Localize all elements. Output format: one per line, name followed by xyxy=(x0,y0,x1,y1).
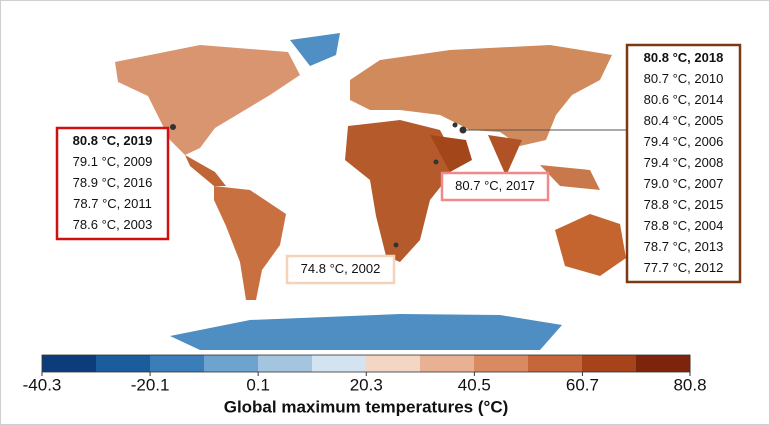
annotation-box xyxy=(285,254,396,285)
site-marker xyxy=(393,242,399,248)
colorbar-segment xyxy=(42,355,97,372)
colorbar-tick-label: 40.5 xyxy=(458,375,491,394)
annotation-text: 80.8 °C, 2019 xyxy=(73,133,153,148)
north-america xyxy=(115,45,300,155)
antarctica xyxy=(170,314,562,350)
colorbar-tick-label: 80.8 xyxy=(673,375,706,394)
colorbar-segment xyxy=(366,355,421,372)
colorbar-segment xyxy=(528,355,583,372)
india xyxy=(488,135,522,176)
greenland xyxy=(290,33,340,66)
colorbar-segment xyxy=(636,355,691,372)
annotation-text: 80.7 °C, 2010 xyxy=(644,71,724,86)
annotation-text: 78.7 °C, 2011 xyxy=(73,196,152,211)
australia xyxy=(555,214,626,276)
annotation-text: 78.9 °C, 2016 xyxy=(73,175,153,190)
annotation-text: 80.4 °C, 2005 xyxy=(644,113,724,128)
southeast-asia xyxy=(540,165,600,190)
annotation-text: 79.4 °C, 2006 xyxy=(644,134,724,149)
south-america xyxy=(214,186,286,300)
colorbar-segment xyxy=(150,355,205,372)
colorbar-tick-label: 0.1 xyxy=(246,375,270,394)
annotation-box xyxy=(625,43,742,284)
site-marker xyxy=(170,124,176,130)
annotation-box xyxy=(440,171,550,202)
colorbar-segment xyxy=(582,355,637,372)
colorbar-tick-label: 20.3 xyxy=(350,375,383,394)
colorbar-tick-label: 60.7 xyxy=(566,375,599,394)
annotation-text: 77.7 °C, 2012 xyxy=(644,260,724,275)
annotation-text: 80.7 °C, 2017 xyxy=(455,178,535,193)
annotation-text: 78.7 °C, 2013 xyxy=(644,239,724,254)
central-america xyxy=(185,155,226,186)
colorbar-title: Global maximum temperatures (°C) xyxy=(224,397,509,416)
annotation-text: 80.8 °C, 2018 xyxy=(644,50,724,65)
annotation-text: 78.8 °C, 2015 xyxy=(644,197,724,212)
colorbar-segment xyxy=(258,355,313,372)
colorbar-segment xyxy=(204,355,259,372)
annotation-box xyxy=(55,126,170,241)
eurasia xyxy=(350,45,612,146)
colorbar-tick-label: -40.3 xyxy=(23,375,62,394)
annotation-text: 79.4 °C, 2008 xyxy=(644,155,724,170)
colorbar-segment xyxy=(474,355,529,372)
africa xyxy=(345,120,456,262)
colorbar-segment xyxy=(420,355,475,372)
annotation-text: 80.6 °C, 2014 xyxy=(644,92,724,107)
annotation-text: 78.6 °C, 2003 xyxy=(73,217,153,232)
site-marker xyxy=(459,126,467,134)
site-markers xyxy=(170,122,467,248)
colorbar-segment xyxy=(312,355,367,372)
colorbar-segment xyxy=(96,355,151,372)
world-map xyxy=(115,33,626,350)
annotation-text: 74.8 °C, 2002 xyxy=(301,261,381,276)
annotation-text: 78.8 °C, 2004 xyxy=(644,218,724,233)
colorbar-tick-label: -20.1 xyxy=(131,375,170,394)
site-marker xyxy=(433,159,439,165)
arabia xyxy=(430,135,472,172)
annotation-text: 79.1 °C, 2009 xyxy=(73,154,153,169)
annotations: 80.8 °C, 2019 79.1 °C, 2009 78.9 °C, 2016 7… xyxy=(55,43,742,285)
annotation-text: 79.0 °C, 2007 xyxy=(644,176,724,191)
colorbar: -40.3 -20.1 0.1 20.3 40.5 60.7 80.8 xyxy=(23,354,707,394)
site-marker xyxy=(452,122,458,128)
